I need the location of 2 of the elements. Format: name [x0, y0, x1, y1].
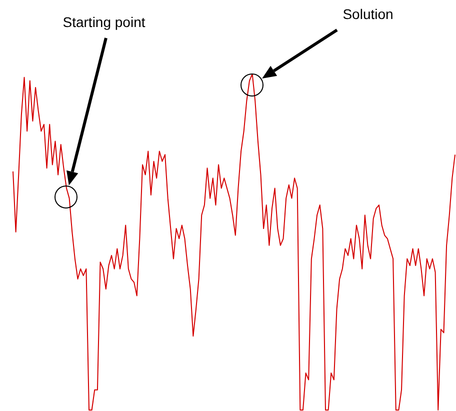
text: Solution: [342, 6, 394, 22]
text: Starting point: [62, 14, 146, 30]
